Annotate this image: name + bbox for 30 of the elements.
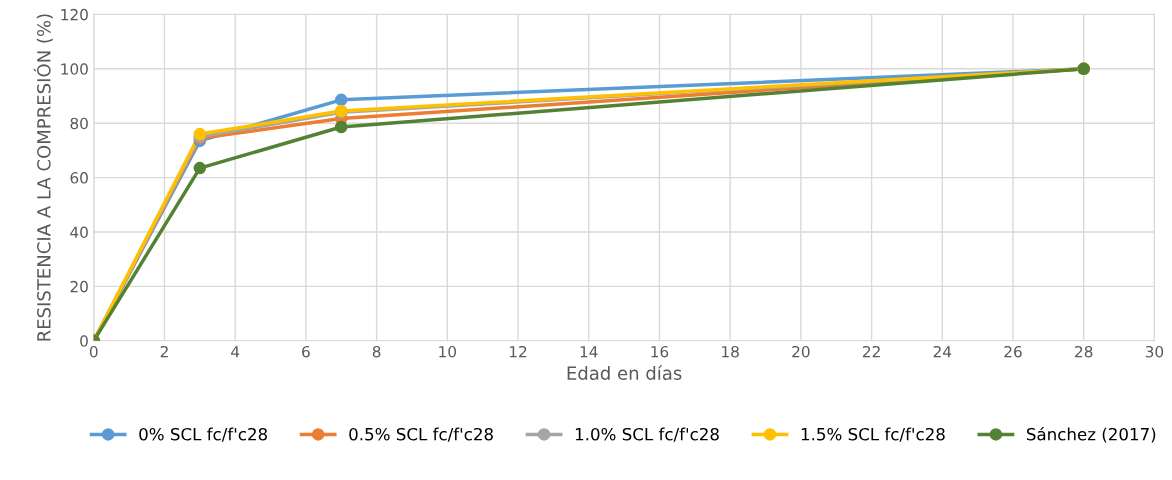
x-tick-label: 6 — [302, 345, 310, 358]
y-tick-label: 20 — [70, 280, 88, 293]
y-tick-label: 60 — [70, 172, 88, 184]
y-tick-label: 120 — [61, 8, 88, 21]
x-tick-label: 30 — [1145, 345, 1164, 358]
x-tick-label: 24 — [933, 345, 952, 358]
y-tick-label: 40 — [70, 226, 88, 239]
legend-label: Sánchez (2017) — [1026, 426, 1156, 443]
legend-label: 0.5% SCL fc/f'c28 — [349, 427, 493, 442]
x-tick-label: 12 — [509, 345, 527, 358]
x-tick-label: 20 — [792, 345, 810, 358]
x-tick-label: 22 — [862, 345, 880, 358]
x-tick-label: 2 — [160, 345, 168, 358]
x-tick-label: 16 — [651, 345, 669, 358]
x-tick-label: 26 — [1004, 345, 1022, 358]
x-tick-label: 0 — [89, 345, 98, 358]
y-tick-label: 80 — [70, 117, 88, 130]
legend-label: 1.0% SCL fc/f'c28 — [575, 427, 719, 442]
x-axis-title: Edad en días — [567, 365, 682, 380]
y-tick-label: 100 — [61, 63, 88, 75]
y-tick-label: 0 — [80, 335, 88, 347]
x-tick-label: 10 — [439, 345, 457, 358]
legend-label: 1.5% SCL fc/f'c28 — [801, 427, 945, 442]
x-tick-label: 28 — [1075, 345, 1093, 358]
x-tick-label: 4 — [231, 346, 240, 358]
y-axis-title: RESISTENCIA A LA COMPRESIÓN (%) — [33, 14, 53, 341]
x-tick-label: 8 — [372, 345, 381, 358]
x-tick-label: 18 — [722, 345, 739, 358]
x-tick-label: 14 — [580, 346, 598, 358]
legend-label: 0% SCL fc/f'c28 — [139, 427, 268, 442]
